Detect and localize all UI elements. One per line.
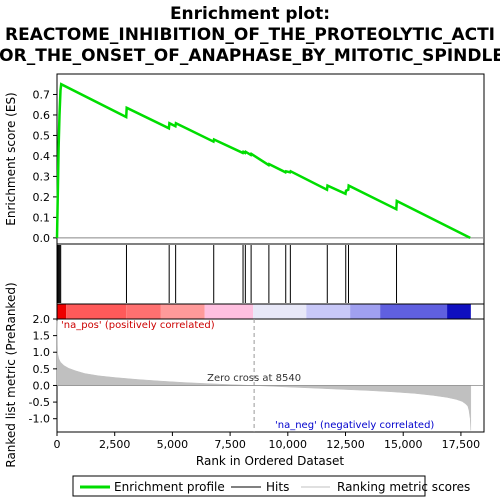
heatbar-segment (306, 304, 351, 319)
legend-item-enrichment-profile: Enrichment profile (80, 480, 225, 494)
heatbar-segment (380, 304, 448, 319)
zero-cross-label: Zero cross at 8540 (207, 373, 301, 384)
chart-title-line-1: Enrichment plot: (170, 4, 330, 24)
es-y-tick-label: 0.3 (33, 170, 51, 183)
x-tick-label: 7,500 (214, 438, 246, 451)
ranked-y-tick-label: -1.0 (29, 413, 50, 426)
ranked-y-tick-label: 0.0 (33, 379, 51, 392)
heatbar-segment (204, 304, 254, 319)
x-tick-label: 17,500 (442, 438, 481, 451)
heatbar-segment (57, 304, 67, 319)
ranked-axis-label: Ranked list metric (PreRanked) (4, 282, 18, 467)
positive-correlation-label: 'na_pos' (positively correlated) (61, 320, 215, 331)
es-y-tick-label: 0.1 (33, 211, 51, 224)
ranked-y-tick-label: 2.0 (33, 313, 51, 326)
ranked-panel-frame (56, 318, 485, 433)
heatbar-segment (447, 304, 471, 319)
heatbar-segment (253, 304, 307, 319)
x-axis-ticks: 0 2,500 5,000 7,500 10,000 12,500 15,000 17,500 (54, 432, 481, 451)
ranked-heatbar (57, 304, 471, 319)
legend-item-ranking-metric-scores: Ranking metric scores (301, 480, 470, 494)
es-y-tick-label: 0.2 (33, 191, 51, 204)
es-panel: 0.0 0.1 0.2 0.3 0.4 0.5 0.6 0.7 (33, 82, 484, 245)
legend-label-enrichment-profile: Enrichment profile (114, 480, 225, 494)
es-panel-frame (56, 73, 485, 245)
es-y-tick-label: 0.6 (33, 109, 51, 122)
ranked-y-tick-label: 0.5 (33, 363, 51, 376)
heatbar-segment (350, 304, 381, 319)
heatbar-segment (160, 304, 205, 319)
heatbar-segment (66, 304, 127, 319)
x-tick-label: 15,000 (384, 438, 423, 451)
es-y-tick-label: 0.4 (33, 150, 51, 163)
legend-box (72, 475, 426, 497)
hits-panel (57, 245, 398, 303)
heatbar-segment (126, 304, 161, 319)
ranking-metric-area (56, 320, 472, 431)
x-tick-label: 12,500 (326, 438, 365, 451)
negative-correlation-label: 'na_neg' (negatively correlated) (275, 420, 434, 431)
es-y-tick-label: 0.7 (33, 88, 51, 101)
chart-title-line-2: REACTOME_INHIBITION_OF_THE_PROTEOLYTIC_A… (5, 25, 495, 45)
x-tick-label: 5,000 (157, 438, 189, 451)
legend-item-hits: Hits (231, 480, 289, 494)
ranked-y-tick-label: -0.5 (29, 396, 50, 409)
x-tick-label: 2,500 (99, 438, 131, 451)
es-axis-label: Enrichment score (ES) (4, 92, 18, 225)
ranked-y-tick-label: 1.5 (33, 330, 51, 343)
es-y-tick-label: 0.5 (33, 129, 51, 142)
ranked-y-tick-label: 1.0 (33, 346, 51, 359)
enrichment-profile-line (55, 82, 471, 240)
chart-title-line-3: FOR_THE_ONSET_OF_ANAPHASE_BY_MITOTIC_SPI… (0, 46, 500, 66)
x-tick-label: 10,000 (269, 438, 308, 451)
x-axis-label: Rank in Ordered Dataset (196, 454, 344, 468)
es-y-tick-label: 0.0 (33, 232, 51, 245)
x-tick-label: 0 (54, 438, 61, 451)
ranked-panel: -1.0 -0.5 0.0 0.5 1.0 1.5 2.0 Zero cross at 854… (29, 313, 484, 432)
legend-label-ranking-metric-scores: Ranking metric scores (337, 480, 470, 494)
legend-label-hits: Hits (266, 480, 289, 494)
hits-panel-frame (56, 243, 485, 305)
